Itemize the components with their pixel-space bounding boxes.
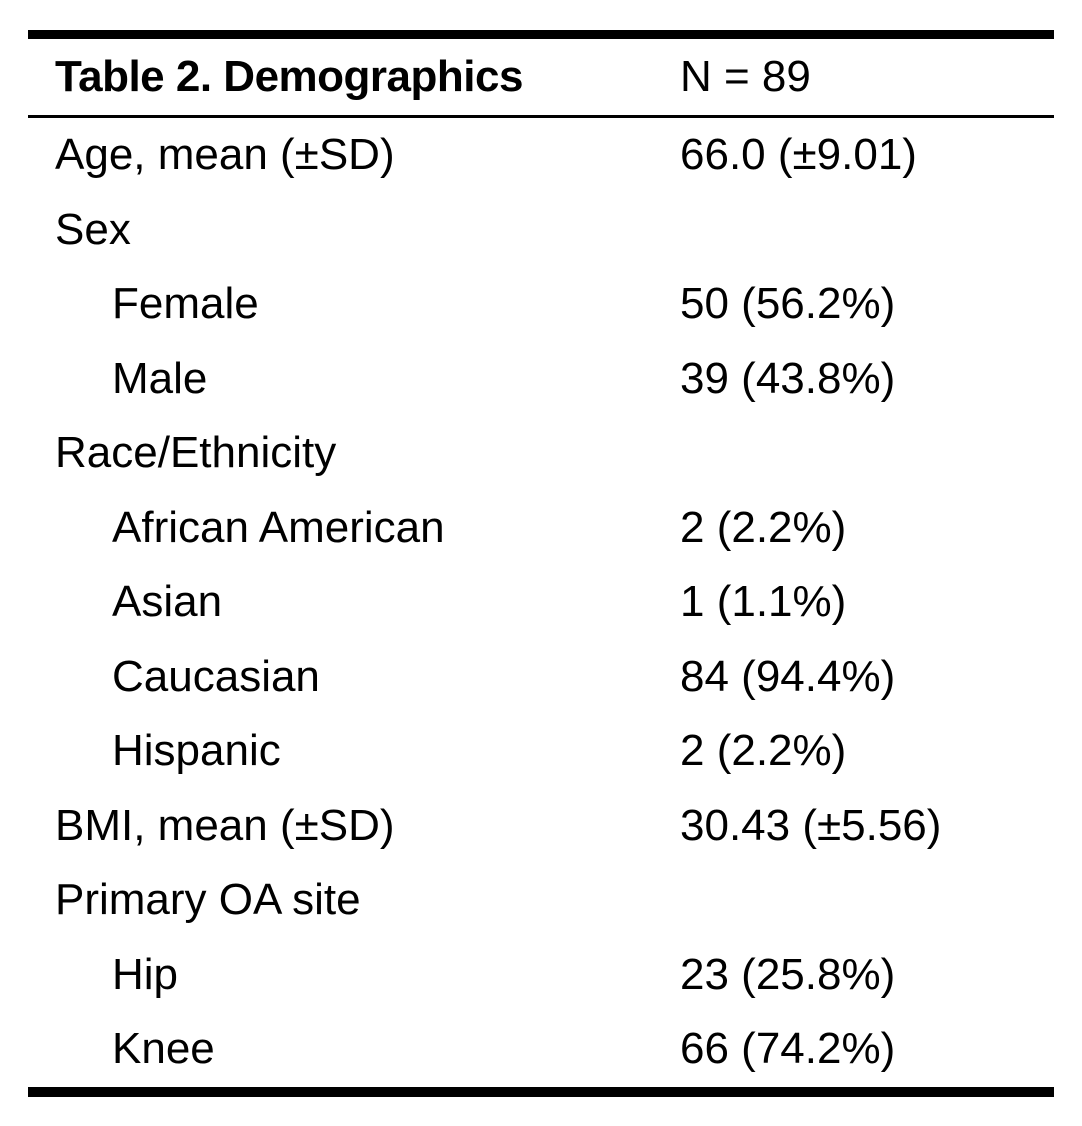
table-row: Knee 66 (74.2%) (28, 1012, 1054, 1087)
table-row: Caucasian 84 (94.4%) (28, 640, 1054, 715)
table-row: Female 50 (56.2%) (28, 267, 1054, 342)
row-label: African American (112, 502, 445, 552)
demographics-table: Table 2. Demographics N = 89 Age, mean (… (28, 30, 1054, 1097)
row-value: 39 (43.8%) (680, 353, 896, 403)
table-row: African American 2 (2.2%) (28, 491, 1054, 566)
row-value: 66.0 (±9.01) (680, 130, 917, 180)
row-value: 1 (1.1%) (680, 577, 847, 627)
row-value: 30.43 (±5.56) (680, 800, 942, 850)
row-label: Asian (112, 577, 223, 627)
table-row: Age, mean (±SD) 66.0 (±9.01) (28, 118, 1054, 193)
sample-size-label: N = 89 (680, 52, 811, 101)
table-row: Male 39 (43.8%) (28, 342, 1054, 417)
row-value: 84 (94.4%) (680, 651, 896, 701)
table-row: Race/Ethnicity (28, 416, 1054, 491)
row-value: 50 (56.2%) (680, 279, 896, 329)
row-label: Age, mean (±SD) (55, 130, 395, 180)
table-header-row: Table 2. Demographics N = 89 (28, 39, 1054, 118)
row-label: Primary OA site (55, 875, 361, 925)
row-value: 2 (2.2%) (680, 502, 847, 552)
row-label: Knee (112, 1024, 215, 1074)
table-row: Hispanic 2 (2.2%) (28, 714, 1054, 789)
table-title: Table 2. Demographics (55, 52, 523, 101)
row-label: BMI, mean (±SD) (55, 800, 395, 850)
table-body: Age, mean (±SD) 66.0 (±9.01) Sex Female 50 (… (28, 118, 1054, 1087)
row-value: 23 (25.8%) (680, 949, 896, 999)
table-row: Asian 1 (1.1%) (28, 565, 1054, 640)
row-value: 2 (2.2%) (680, 726, 847, 776)
table-row: BMI, mean (±SD) 30.43 (±5.56) (28, 789, 1054, 864)
row-label: Caucasian (112, 651, 320, 701)
row-label: Hispanic (112, 726, 281, 776)
row-label: Hip (112, 949, 179, 999)
row-label: Sex (55, 204, 131, 254)
row-label: Female (112, 279, 259, 329)
table-row: Hip 23 (25.8%) (28, 938, 1054, 1013)
table-row: Sex (28, 193, 1054, 268)
row-label: Race/Ethnicity (55, 428, 337, 478)
row-label: Male (112, 353, 208, 403)
table-row: Primary OA site (28, 863, 1054, 938)
row-value: 66 (74.2%) (680, 1024, 896, 1074)
